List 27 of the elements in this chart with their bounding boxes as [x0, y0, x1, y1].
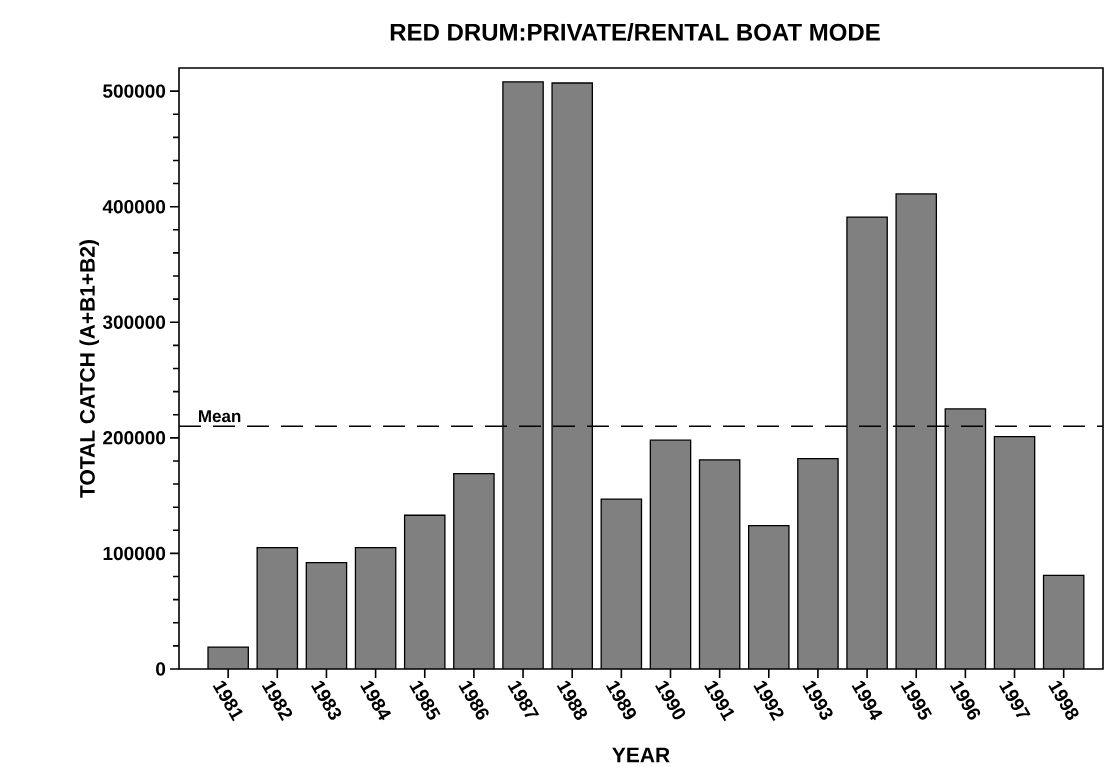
bar: [257, 547, 298, 669]
bar: [699, 459, 740, 669]
bar: [748, 525, 789, 669]
bar: [650, 440, 691, 669]
y-tick-label: 400000: [102, 199, 166, 214]
bar: [552, 83, 593, 669]
bar: [306, 562, 347, 669]
y-tick-label: 100000: [103, 546, 166, 561]
bar: [1042, 574, 1085, 669]
y-tick-label: 300000: [102, 315, 166, 329]
ref-line-label: Mean: [199, 410, 241, 423]
bar: [896, 193, 937, 669]
bar: [502, 81, 544, 669]
bar: [355, 547, 396, 669]
x-axis-title: YEAR: [612, 747, 670, 763]
bar: [945, 408, 986, 669]
bar: [994, 436, 1035, 669]
bar: [797, 458, 839, 669]
y-tick-label: 200000: [103, 431, 166, 445]
chart-title: RED DRUM:PRIVATE/RENTAL BOAT MODE: [390, 23, 880, 41]
bar: [846, 217, 888, 669]
y-axis-title: TOTAL CATCH (A+B1+B2): [79, 240, 100, 498]
bar: [404, 515, 445, 669]
y-tick-label: 0: [156, 662, 166, 676]
bar: [601, 499, 642, 669]
bar: [453, 473, 495, 669]
y-tick-label: 500000: [103, 84, 166, 98]
